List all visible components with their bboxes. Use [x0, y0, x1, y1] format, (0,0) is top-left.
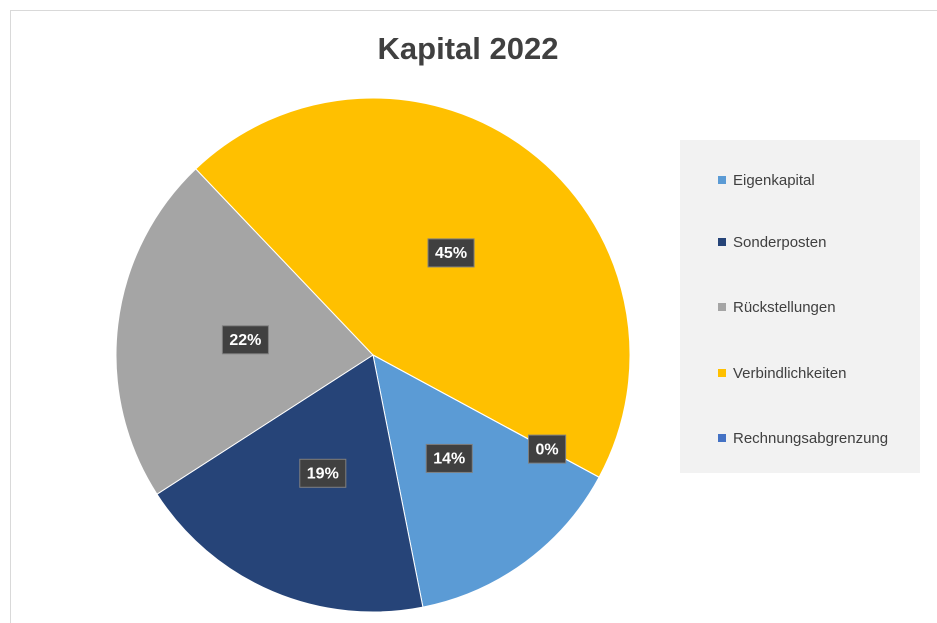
- value-label-box: [425, 443, 473, 473]
- value-label: 22%: [229, 332, 261, 349]
- legend-label: Rückstellungen: [733, 299, 836, 316]
- value-label-box: [427, 238, 475, 268]
- chart-title: Kapital 2022: [378, 31, 559, 66]
- pie: [115, 97, 631, 613]
- pie-slice: [156, 354, 424, 613]
- value-label: 19%: [307, 466, 339, 483]
- value-label: 0%: [536, 441, 559, 458]
- legend-swatch: [718, 238, 726, 246]
- legend: Eigenkapital Sonderposten Rückstellungen Ve…: [718, 172, 888, 447]
- legend-swatch: [718, 303, 726, 311]
- value-label-box: [221, 325, 269, 355]
- legend-label: Rechnungsabgrenzung: [733, 430, 888, 447]
- value-label: 45%: [435, 245, 467, 262]
- legend-swatch: [718, 434, 726, 442]
- pie-slice: [372, 354, 600, 608]
- legend-swatch: [718, 369, 726, 377]
- legend-swatch: [718, 176, 726, 184]
- legend-label: Eigenkapital: [733, 172, 815, 189]
- pie-slice: [195, 97, 631, 478]
- value-label: 14%: [433, 451, 465, 468]
- value-labels: 14% 19% 22% 45% 0%: [221, 238, 567, 488]
- value-label-box: [299, 458, 347, 488]
- legend-label: Sonderposten: [733, 234, 826, 251]
- value-label-box: [528, 434, 567, 464]
- legend-label: Verbindlichkeiten: [733, 365, 846, 382]
